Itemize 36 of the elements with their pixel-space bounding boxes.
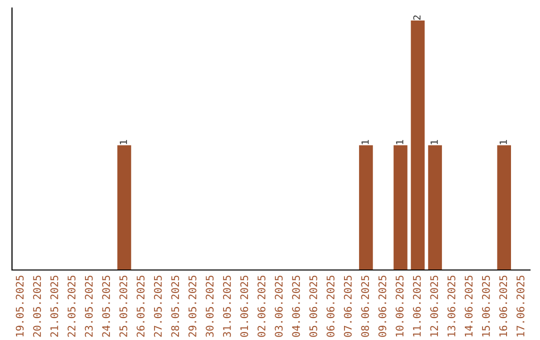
x-tick-label: 15.06.2025 [482,276,490,336]
x-tick-label: 30.05.2025 [206,276,214,337]
data-label: 1 [500,140,507,144]
x-tick-label: 11.06.2025 [412,276,421,336]
x-tick-label: 20.05.2025 [33,276,41,337]
x-tick-label: 08.06.2025 [361,276,370,337]
data-label: 1 [362,140,369,144]
x-tick-label: 12.06.2025 [430,276,438,336]
data-label: 1 [120,140,127,144]
x-tick-label: 25.05.2025 [119,276,128,337]
x-tick-label: 26.05.2025 [136,276,145,337]
x-tick-label: 28.05.2025 [171,276,180,337]
x-tick-label: 05.06.2025 [309,276,318,337]
data-label: 1 [396,140,404,144]
x-tick-label: 10.06.2025 [396,276,404,336]
x-tick-label: 29.05.2025 [188,276,196,337]
x-tick-label: 23.05.2025 [84,276,93,337]
x-tick-label: 31.05.2025 [223,276,231,337]
x-tick-label: 13.06.2025 [447,276,456,336]
x-tick-label: 22.05.2025 [68,276,76,337]
x-tick-label: 09.06.2025 [378,276,386,337]
x-tick-label: 21.05.2025 [50,276,58,337]
x-tick-label: 17.06.2025 [516,276,524,336]
x-tick-label: 24.05.2025 [102,276,110,337]
x-tick-label: 06.06.2025 [326,276,334,337]
x-tick-label: 07.06.2025 [344,276,352,337]
x-tick-label: 16.06.2025 [499,276,508,336]
x-tick-label: 27.05.2025 [154,276,162,337]
data-label: 2 [413,15,420,20]
x-tick-label: 02.06.2025 [258,276,266,337]
x-tick-label: 03.06.2025 [274,276,283,337]
x-tick-label: 01.06.2025 [240,276,248,337]
x-tick-label: 04.06.2025 [292,276,300,337]
data-label: 1 [430,140,438,144]
x-tick-label: 14.06.2025 [464,276,473,336]
x-tick-label: 19.05.2025 [16,276,24,336]
